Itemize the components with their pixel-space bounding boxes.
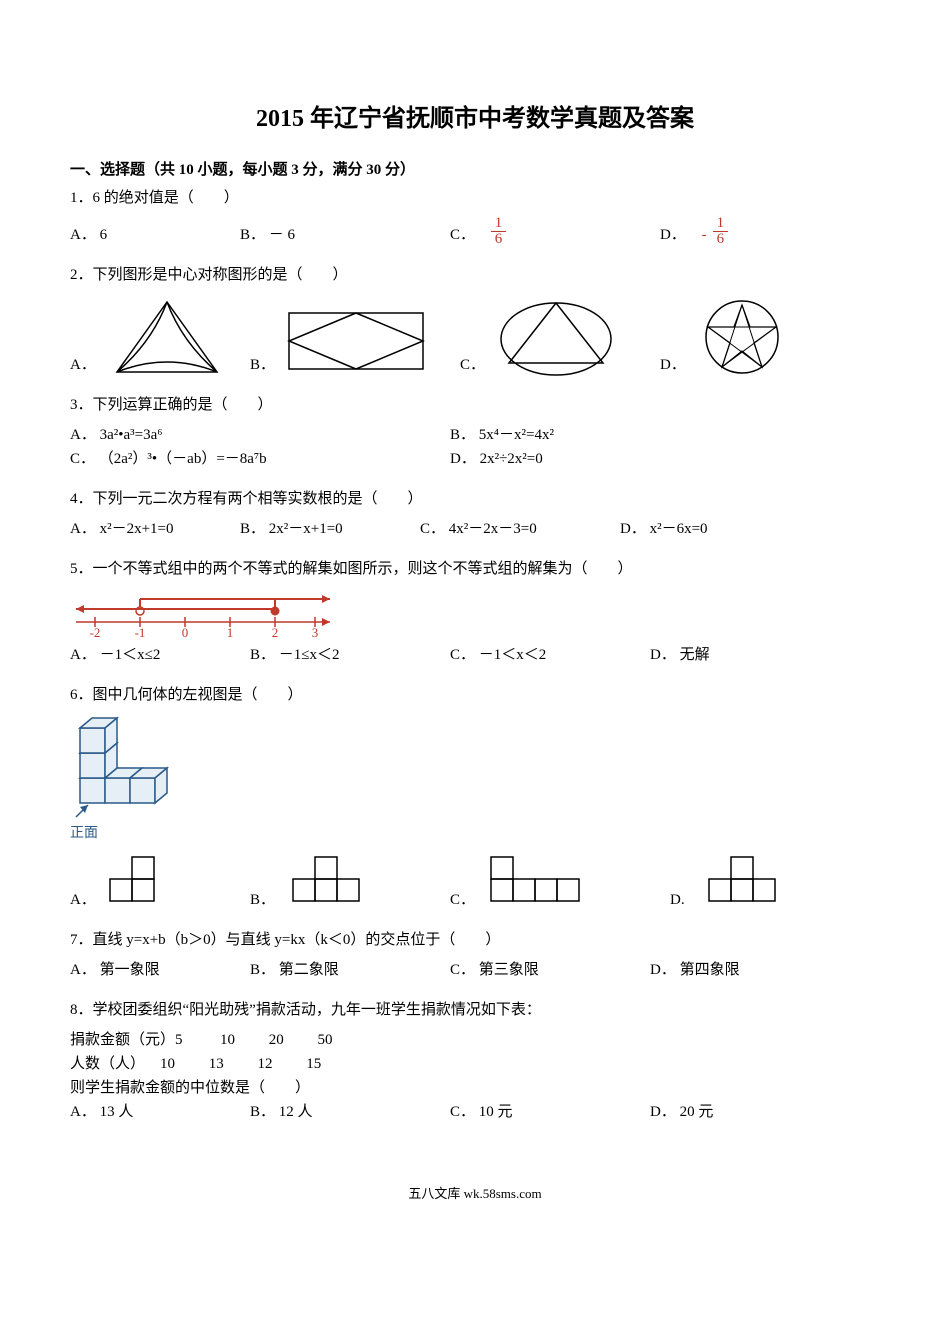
q2-choice-d: D． — [660, 297, 830, 377]
q8-choice-d: D． 20 元 — [650, 1100, 830, 1124]
question-8: 8．学校团委组织“阳光助残”捐款活动，九年一班学生捐款情况如下表： 捐款金额（元… — [70, 998, 880, 1124]
triangle-shape-icon — [102, 297, 232, 377]
question-5: 5．一个不等式组中的两个不等式的解集如图所示，则这个不等式组的解集为（ ） -2… — [70, 557, 880, 667]
q1-choice-c: C． 1 6 — [450, 216, 660, 247]
q5-choice-a: A． －1＜x≤2 — [70, 643, 250, 667]
rect-diamond-icon — [281, 305, 431, 377]
label: A． 6 — [70, 223, 107, 247]
view-option-a — [102, 852, 182, 912]
label: D. — [670, 888, 685, 912]
fraction-num: 1 — [713, 216, 729, 232]
section-header: 一、选择题（共 10 小题，每小题 3 分，满分 30 分） — [70, 158, 880, 182]
fraction-num: 1 — [491, 216, 507, 232]
q6-stem: 6．图中几何体的左视图是（ ） — [70, 683, 880, 707]
circle-triangle-icon — [491, 297, 621, 377]
label: C． — [450, 888, 475, 912]
q1-choice-b: B． － 6 — [240, 223, 450, 247]
label: B． － 6 — [240, 223, 295, 247]
q5-choice-d: D． 无解 — [650, 643, 800, 667]
label: A． — [70, 888, 96, 912]
number-line-figure: -2 -1 0 1 2 3 — [70, 587, 880, 637]
label: D． — [660, 223, 686, 247]
q8-stem: 8．学校团委组织“阳光助残”捐款活动，九年一班学生捐款情况如下表： — [70, 998, 880, 1022]
q3-stem: 3．下列运算正确的是（ ） — [70, 393, 880, 417]
q8-tail: 则学生捐款金额的中位数是（ ） — [70, 1076, 880, 1100]
question-2: 2．下列图形是中心对称图形的是（ ） A． B． C． — [70, 263, 880, 377]
label: B． — [250, 888, 275, 912]
q3-choice-b: B． 5x⁴－x²=4x² — [450, 423, 750, 447]
view-option-c — [481, 852, 601, 912]
fraction-den: 6 — [491, 232, 507, 247]
q1-choice-a: A． 6 — [70, 223, 240, 247]
q5-choice-b: B． －1≤x＜2 — [250, 643, 450, 667]
q3-choice-a: A． 3a²•a³=3a⁶ — [70, 423, 450, 447]
isometric-solid: 正面 — [70, 713, 880, 845]
svg-text:3: 3 — [312, 625, 319, 637]
question-3: 3．下列运算正确的是（ ） A． 3a²•a³=3a⁶ B． 5x⁴－x²=4x… — [70, 393, 880, 471]
question-1: 1．6 的绝对值是（ ） A． 6 B． － 6 C． 1 6 D． - 1 6 — [70, 186, 880, 247]
label: B． — [250, 353, 275, 377]
svg-text:1: 1 — [227, 625, 234, 637]
label: C． — [460, 353, 485, 377]
q7-choice-b: B． 第二象限 — [250, 958, 450, 982]
q2-choice-a: A． — [70, 297, 250, 377]
front-label: 正面 — [70, 823, 880, 845]
q6-choice-b: B． — [250, 852, 450, 912]
q1-stem: 1．6 的绝对值是（ ） — [70, 186, 880, 210]
svg-text:-2: -2 — [90, 625, 101, 637]
q2-choice-c: C． — [460, 297, 660, 377]
q6-choice-c: C． — [450, 852, 670, 912]
q2-stem: 2．下列图形是中心对称图形的是（ ） — [70, 263, 880, 287]
table-row-2: 人数（人） 10 13 12 15 — [70, 1052, 880, 1076]
q7-stem: 7．直线 y=x+b（b＞0）与直线 y=kx（k＜0）的交点位于（ ） — [70, 928, 880, 952]
q1-choice-d: D． - 1 6 — [660, 216, 830, 247]
table-row-1: 捐款金额（元）5 10 20 50 — [70, 1028, 880, 1052]
q7-choice-d: D． 第四象限 — [650, 958, 830, 982]
donation-table: 捐款金额（元）5 10 20 50 人数（人） 10 13 12 15 — [70, 1028, 880, 1076]
q5-stem: 5．一个不等式组中的两个不等式的解集如图所示，则这个不等式组的解集为（ ） — [70, 557, 880, 581]
q8-choice-c: C． 10 元 — [450, 1100, 650, 1124]
footer-text: 五八文库 wk.58sms.com — [70, 1184, 880, 1205]
circle-star-icon — [692, 297, 792, 377]
q8-choice-b: B． 12 人 — [250, 1100, 450, 1124]
page-title: 2015 年辽宁省抚顺市中考数学真题及答案 — [70, 100, 880, 138]
q4-stem: 4．下列一元二次方程有两个相等实数根的是（ ） — [70, 487, 880, 511]
q3-choice-d: D． 2x²÷2x²=0 — [450, 447, 750, 471]
view-option-d — [691, 852, 781, 912]
label: C． — [450, 223, 475, 247]
q4-choice-a: A． x²－2x+1=0 — [70, 517, 240, 541]
q7-choice-c: C． 第三象限 — [450, 958, 650, 982]
q3-choice-c: C． （2a²）³•（－ab）=－8a⁷b — [70, 447, 450, 471]
q6-choice-d: D. — [670, 852, 830, 912]
q4-choice-c: C． 4x²－2x－3=0 — [420, 517, 620, 541]
q5-choice-c: C． －1＜x＜2 — [450, 643, 650, 667]
view-option-b — [281, 852, 381, 912]
neg-sign: - — [702, 223, 707, 247]
q7-choice-a: A． 第一象限 — [70, 958, 250, 982]
q2-choice-b: B． — [250, 305, 460, 377]
label: A． — [70, 353, 96, 377]
q4-choice-d: D． x²－6x=0 — [620, 517, 800, 541]
svg-text:2: 2 — [272, 625, 279, 637]
svg-text:-1: -1 — [135, 625, 146, 637]
q4-choice-b: B． 2x²－x+1=0 — [240, 517, 420, 541]
q8-choice-a: A． 13 人 — [70, 1100, 250, 1124]
question-6: 6．图中几何体的左视图是（ ） — [70, 683, 880, 911]
svg-text:0: 0 — [182, 625, 189, 637]
question-4: 4．下列一元二次方程有两个相等实数根的是（ ） A． x²－2x+1=0 B． … — [70, 487, 880, 541]
label: D． — [660, 353, 686, 377]
question-7: 7．直线 y=x+b（b＞0）与直线 y=kx（k＜0）的交点位于（ ） A． … — [70, 928, 880, 982]
q6-choice-a: A． — [70, 852, 250, 912]
fraction-den: 6 — [713, 232, 729, 247]
